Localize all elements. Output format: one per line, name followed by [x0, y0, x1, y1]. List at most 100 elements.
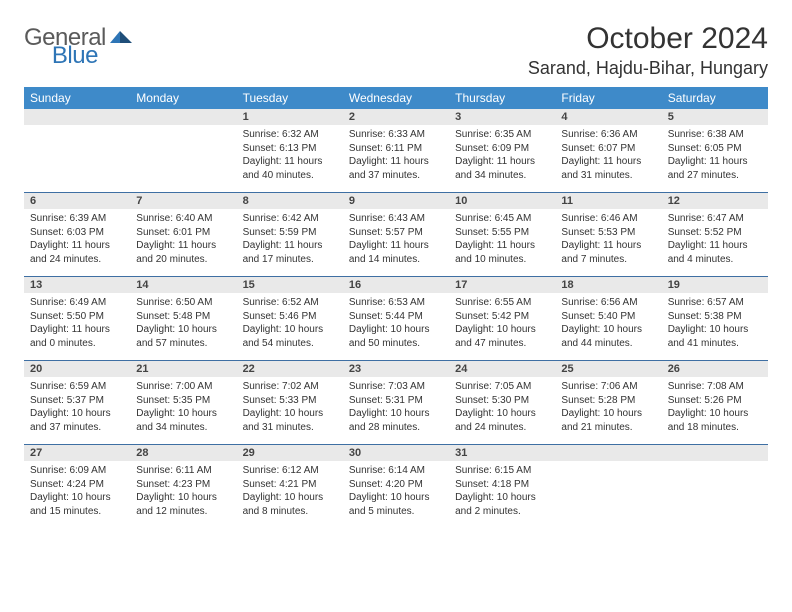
calendar-day-cell: 12Sunrise: 6:47 AMSunset: 5:52 PMDayligh…	[662, 193, 768, 277]
day-header: Sunday	[24, 87, 130, 109]
day-number: 15	[237, 277, 343, 293]
day-number: 26	[662, 361, 768, 377]
calendar-week-row: 13Sunrise: 6:49 AMSunset: 5:50 PMDayligh…	[24, 277, 768, 361]
day-info: Sunrise: 6:40 AMSunset: 6:01 PMDaylight:…	[130, 209, 236, 276]
day-number: 11	[555, 193, 661, 209]
logo-text-blue: Blue	[52, 42, 98, 70]
calendar-day-cell: 7Sunrise: 6:40 AMSunset: 6:01 PMDaylight…	[130, 193, 236, 277]
day-info: Sunrise: 6:32 AMSunset: 6:13 PMDaylight:…	[237, 125, 343, 192]
day-info: Sunrise: 6:12 AMSunset: 4:21 PMDaylight:…	[237, 461, 343, 528]
location-text: Sarand, Hajdu-Bihar, Hungary	[528, 58, 768, 79]
calendar-day-cell: 31Sunrise: 6:15 AMSunset: 4:18 PMDayligh…	[449, 445, 555, 529]
month-title: October 2024	[528, 22, 768, 56]
calendar-day-cell: 6Sunrise: 6:39 AMSunset: 6:03 PMDaylight…	[24, 193, 130, 277]
calendar-day-cell: 13Sunrise: 6:49 AMSunset: 5:50 PMDayligh…	[24, 277, 130, 361]
day-number: 9	[343, 193, 449, 209]
day-info: Sunrise: 6:39 AMSunset: 6:03 PMDaylight:…	[24, 209, 130, 276]
day-info: Sunrise: 6:14 AMSunset: 4:20 PMDaylight:…	[343, 461, 449, 528]
calendar-day-cell: 18Sunrise: 6:56 AMSunset: 5:40 PMDayligh…	[555, 277, 661, 361]
logo: General Blue	[24, 22, 182, 52]
day-info: Sunrise: 6:15 AMSunset: 4:18 PMDaylight:…	[449, 461, 555, 528]
day-info: Sunrise: 6:53 AMSunset: 5:44 PMDaylight:…	[343, 293, 449, 360]
calendar-table: Sunday Monday Tuesday Wednesday Thursday…	[24, 87, 768, 528]
calendar-day-cell: 15Sunrise: 6:52 AMSunset: 5:46 PMDayligh…	[237, 277, 343, 361]
day-info: Sunrise: 6:49 AMSunset: 5:50 PMDaylight:…	[24, 293, 130, 360]
calendar-empty-cell	[130, 109, 236, 193]
calendar-day-cell: 27Sunrise: 6:09 AMSunset: 4:24 PMDayligh…	[24, 445, 130, 529]
day-number	[24, 109, 130, 125]
calendar-week-row: 27Sunrise: 6:09 AMSunset: 4:24 PMDayligh…	[24, 445, 768, 529]
day-info: Sunrise: 7:05 AMSunset: 5:30 PMDaylight:…	[449, 377, 555, 444]
day-number: 13	[24, 277, 130, 293]
day-number: 27	[24, 445, 130, 461]
day-info: Sunrise: 6:33 AMSunset: 6:11 PMDaylight:…	[343, 125, 449, 192]
title-block: October 2024 Sarand, Hajdu-Bihar, Hungar…	[528, 22, 768, 79]
calendar-day-cell: 4Sunrise: 6:36 AMSunset: 6:07 PMDaylight…	[555, 109, 661, 193]
day-number: 3	[449, 109, 555, 125]
day-number: 4	[555, 109, 661, 125]
logo-mark-icon	[110, 27, 132, 50]
calendar-day-cell: 29Sunrise: 6:12 AMSunset: 4:21 PMDayligh…	[237, 445, 343, 529]
day-info: Sunrise: 6:56 AMSunset: 5:40 PMDaylight:…	[555, 293, 661, 360]
day-info: Sunrise: 7:03 AMSunset: 5:31 PMDaylight:…	[343, 377, 449, 444]
calendar-day-cell: 3Sunrise: 6:35 AMSunset: 6:09 PMDaylight…	[449, 109, 555, 193]
day-number: 25	[555, 361, 661, 377]
calendar-day-cell: 9Sunrise: 6:43 AMSunset: 5:57 PMDaylight…	[343, 193, 449, 277]
day-info: Sunrise: 7:06 AMSunset: 5:28 PMDaylight:…	[555, 377, 661, 444]
day-header: Wednesday	[343, 87, 449, 109]
calendar-day-cell: 11Sunrise: 6:46 AMSunset: 5:53 PMDayligh…	[555, 193, 661, 277]
day-header: Saturday	[662, 87, 768, 109]
day-header-row: Sunday Monday Tuesday Wednesday Thursday…	[24, 87, 768, 109]
calendar-day-cell: 5Sunrise: 6:38 AMSunset: 6:05 PMDaylight…	[662, 109, 768, 193]
day-info: Sunrise: 6:45 AMSunset: 5:55 PMDaylight:…	[449, 209, 555, 276]
day-number: 17	[449, 277, 555, 293]
day-number: 28	[130, 445, 236, 461]
day-number: 5	[662, 109, 768, 125]
day-info: Sunrise: 6:38 AMSunset: 6:05 PMDaylight:…	[662, 125, 768, 192]
day-number: 23	[343, 361, 449, 377]
day-info: Sunrise: 6:50 AMSunset: 5:48 PMDaylight:…	[130, 293, 236, 360]
day-number	[662, 445, 768, 461]
calendar-day-cell: 23Sunrise: 7:03 AMSunset: 5:31 PMDayligh…	[343, 361, 449, 445]
day-info: Sunrise: 7:08 AMSunset: 5:26 PMDaylight:…	[662, 377, 768, 444]
day-info: Sunrise: 7:00 AMSunset: 5:35 PMDaylight:…	[130, 377, 236, 444]
day-info: Sunrise: 6:59 AMSunset: 5:37 PMDaylight:…	[24, 377, 130, 444]
page-header: General Blue October 2024 Sarand, Hajdu-…	[24, 22, 768, 79]
day-header: Tuesday	[237, 87, 343, 109]
day-header: Monday	[130, 87, 236, 109]
calendar-day-cell: 19Sunrise: 6:57 AMSunset: 5:38 PMDayligh…	[662, 277, 768, 361]
day-header: Friday	[555, 87, 661, 109]
day-info	[555, 461, 661, 517]
day-info: Sunrise: 6:57 AMSunset: 5:38 PMDaylight:…	[662, 293, 768, 360]
calendar-day-cell: 17Sunrise: 6:55 AMSunset: 5:42 PMDayligh…	[449, 277, 555, 361]
day-info: Sunrise: 6:09 AMSunset: 4:24 PMDaylight:…	[24, 461, 130, 528]
day-info: Sunrise: 6:52 AMSunset: 5:46 PMDaylight:…	[237, 293, 343, 360]
day-info: Sunrise: 7:02 AMSunset: 5:33 PMDaylight:…	[237, 377, 343, 444]
day-number: 10	[449, 193, 555, 209]
day-header: Thursday	[449, 87, 555, 109]
day-number: 1	[237, 109, 343, 125]
calendar-week-row: 20Sunrise: 6:59 AMSunset: 5:37 PMDayligh…	[24, 361, 768, 445]
calendar-day-cell: 20Sunrise: 6:59 AMSunset: 5:37 PMDayligh…	[24, 361, 130, 445]
day-info: Sunrise: 6:35 AMSunset: 6:09 PMDaylight:…	[449, 125, 555, 192]
day-number: 21	[130, 361, 236, 377]
day-number: 30	[343, 445, 449, 461]
day-number: 16	[343, 277, 449, 293]
day-info	[130, 125, 236, 181]
day-number: 31	[449, 445, 555, 461]
calendar-day-cell: 21Sunrise: 7:00 AMSunset: 5:35 PMDayligh…	[130, 361, 236, 445]
calendar-week-row: 6Sunrise: 6:39 AMSunset: 6:03 PMDaylight…	[24, 193, 768, 277]
calendar-day-cell: 14Sunrise: 6:50 AMSunset: 5:48 PMDayligh…	[130, 277, 236, 361]
day-info	[24, 125, 130, 181]
day-info: Sunrise: 6:43 AMSunset: 5:57 PMDaylight:…	[343, 209, 449, 276]
day-number: 19	[662, 277, 768, 293]
day-number: 7	[130, 193, 236, 209]
calendar-day-cell: 30Sunrise: 6:14 AMSunset: 4:20 PMDayligh…	[343, 445, 449, 529]
calendar-day-cell: 8Sunrise: 6:42 AMSunset: 5:59 PMDaylight…	[237, 193, 343, 277]
day-number: 18	[555, 277, 661, 293]
day-number: 2	[343, 109, 449, 125]
calendar-day-cell: 10Sunrise: 6:45 AMSunset: 5:55 PMDayligh…	[449, 193, 555, 277]
day-info	[662, 461, 768, 517]
calendar-day-cell: 25Sunrise: 7:06 AMSunset: 5:28 PMDayligh…	[555, 361, 661, 445]
day-number	[555, 445, 661, 461]
